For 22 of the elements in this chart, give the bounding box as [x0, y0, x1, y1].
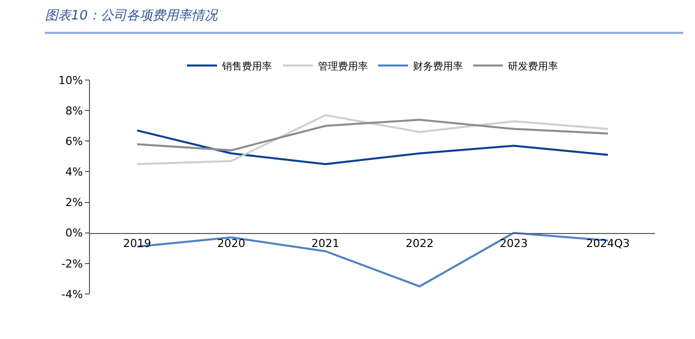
line-series [136, 129, 609, 166]
legend-label: 管理费用率 [318, 60, 368, 72]
chart-title: 图表10：公司各项费用率情况 [45, 7, 219, 24]
x-tick-label: 2019 [123, 237, 152, 250]
y-tick-label: 10% [58, 74, 83, 87]
y-tick-label: 6% [65, 134, 83, 148]
legend-label: 销售费用率 [221, 60, 272, 72]
y-tick-label: -4% [61, 288, 83, 301]
y-tick-label: 8% [65, 104, 83, 118]
x-tick-label: 2024Q3 [586, 237, 630, 250]
y-tick-label: 4% [65, 166, 83, 179]
y-tick-label: 0% [65, 226, 83, 240]
x-tick-label: 2020 [217, 237, 246, 250]
legend-label: 财务费用率 [413, 60, 463, 72]
x-tick-label: 2021 [311, 237, 340, 250]
legend-label: 研发费用率 [508, 60, 558, 72]
y-tick-label: 2% [65, 196, 83, 210]
line-series [136, 114, 609, 166]
y-tick-label: -2% [61, 257, 83, 270]
x-tick-label: 2023 [500, 237, 528, 250]
line-series [136, 118, 609, 152]
x-tick-label: 2022 [406, 237, 434, 250]
